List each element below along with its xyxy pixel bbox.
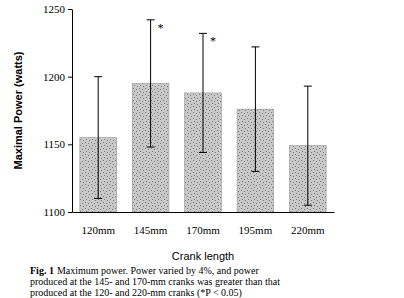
- error-bar-cap: [304, 205, 312, 206]
- error-bar-cap: [94, 198, 102, 199]
- error-bar: [147, 20, 155, 147]
- error-bar-cap: [94, 76, 102, 77]
- marks: [80, 20, 326, 212]
- y-tick-label: 1100: [43, 206, 65, 218]
- y-axis: 1100 1150 1200 1250: [43, 3, 73, 218]
- error-bar-cap: [199, 152, 207, 153]
- y-tick-label: 1150: [43, 138, 65, 150]
- error-bar-cap: [147, 147, 155, 148]
- x-tick: 220mm: [291, 212, 325, 236]
- error-bar-stem: [255, 47, 256, 172]
- y-axis-line: [72, 10, 73, 213]
- error-bar: [94, 77, 102, 199]
- error-bar: [304, 86, 312, 205]
- error-bar-cap: [251, 171, 259, 172]
- x-axis: 120mm 145mm 170mm 195mm 220mm: [73, 212, 335, 236]
- error-bar-cap: [199, 33, 207, 34]
- x-tick: 120mm: [81, 212, 115, 236]
- error-bar: [199, 33, 207, 152]
- caption-line: Fig. 1Maximum power. Power varied by 4%,…: [30, 265, 259, 276]
- error-bar: [251, 47, 259, 172]
- x-tick-label: 145mm: [134, 224, 168, 236]
- chart: 1100 1150 1200 1250 120mm 145mm 170mm 195mm 220m…: [0, 0, 404, 298]
- y-axis-title: Maximal Power (watts): [12, 51, 24, 169]
- x-tick: 145mm: [134, 212, 168, 236]
- error-bar-stem: [150, 20, 151, 147]
- x-tick-label: 120mm: [81, 224, 115, 236]
- error-bar-cap: [251, 46, 259, 47]
- x-axis-title: Crank length: [172, 250, 234, 262]
- y-tick: 1150: [43, 138, 72, 150]
- plot: 1100 1150 1200 1250 120mm 145mm 170mm 195mm 220m…: [43, 3, 335, 236]
- x-axis-line: [73, 212, 335, 213]
- error-bar-cap: [147, 19, 155, 20]
- annotation: *: [158, 21, 164, 35]
- y-tick-mark: [68, 144, 72, 145]
- x-tick-label: 170mm: [186, 224, 220, 236]
- y-tick-mark: [68, 212, 72, 213]
- caption-text: Maximum power. Power varied by 4%, and p…: [57, 265, 260, 276]
- caption-line: produced at the 145- and 170-mm cranks w…: [30, 276, 280, 287]
- y-tick: 1200: [43, 71, 72, 83]
- error-bar-cap: [304, 86, 312, 87]
- y-tick-label: 1200: [43, 71, 66, 83]
- y-tick-label: 1250: [43, 3, 66, 15]
- x-tick-label: 220mm: [291, 224, 325, 236]
- caption-label: Fig. 1: [30, 265, 54, 276]
- error-bar-stem: [307, 86, 308, 205]
- x-tick: 170mm: [186, 212, 220, 236]
- x-tick: 195mm: [239, 212, 273, 236]
- y-tick-mark: [68, 9, 72, 10]
- y-tick-mark: [68, 77, 72, 78]
- y-tick: 1250: [43, 3, 72, 15]
- error-bar-stem: [98, 77, 99, 199]
- error-bar-stem: [203, 33, 204, 152]
- annotation: *: [210, 34, 216, 48]
- x-tick-label: 195mm: [239, 224, 273, 236]
- caption-line: produced at the 120- and 220-mm cranks (…: [30, 287, 242, 298]
- y-tick: 1100: [43, 206, 72, 218]
